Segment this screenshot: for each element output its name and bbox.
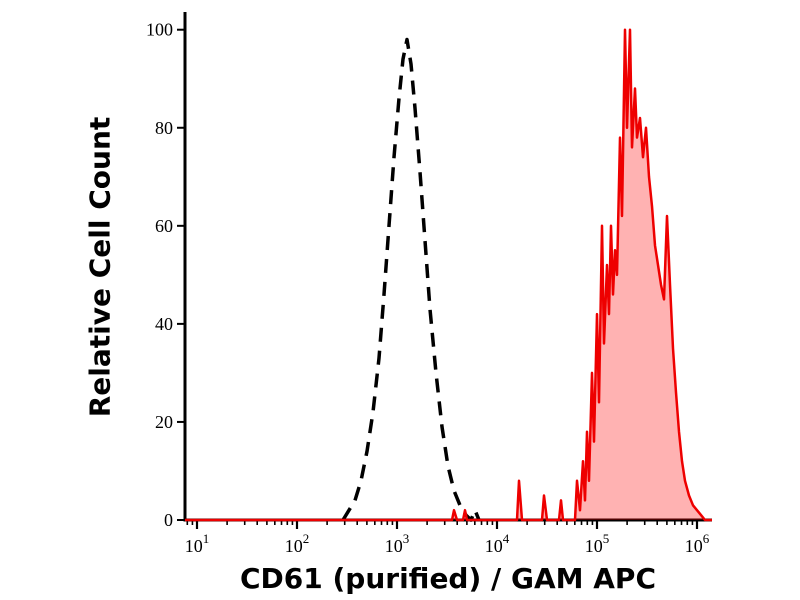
y-tick-label: 100 bbox=[146, 20, 173, 40]
x-tick-label: 101 bbox=[185, 531, 210, 556]
y-tick-label: 20 bbox=[155, 412, 173, 432]
y-tick-label: 0 bbox=[164, 510, 173, 530]
y-tick-label: 80 bbox=[155, 118, 173, 138]
y-tick-label: 60 bbox=[155, 216, 173, 236]
x-tick-label: 103 bbox=[385, 531, 410, 556]
x-tick-label: 102 bbox=[285, 531, 310, 556]
series-line-1 bbox=[185, 28, 712, 522]
series-fill-1 bbox=[0, 29, 712, 521]
y-tick-label: 40 bbox=[155, 314, 173, 334]
x-tick-label: 104 bbox=[485, 531, 510, 556]
series-line-0 bbox=[341, 37, 481, 522]
x-tick-label: 105 bbox=[585, 531, 610, 556]
x-axis-title: CD61 (purified) / GAM APC bbox=[240, 562, 656, 595]
y-axis-title: Relative Cell Count bbox=[83, 116, 117, 418]
x-tick-label: 106 bbox=[685, 531, 710, 556]
